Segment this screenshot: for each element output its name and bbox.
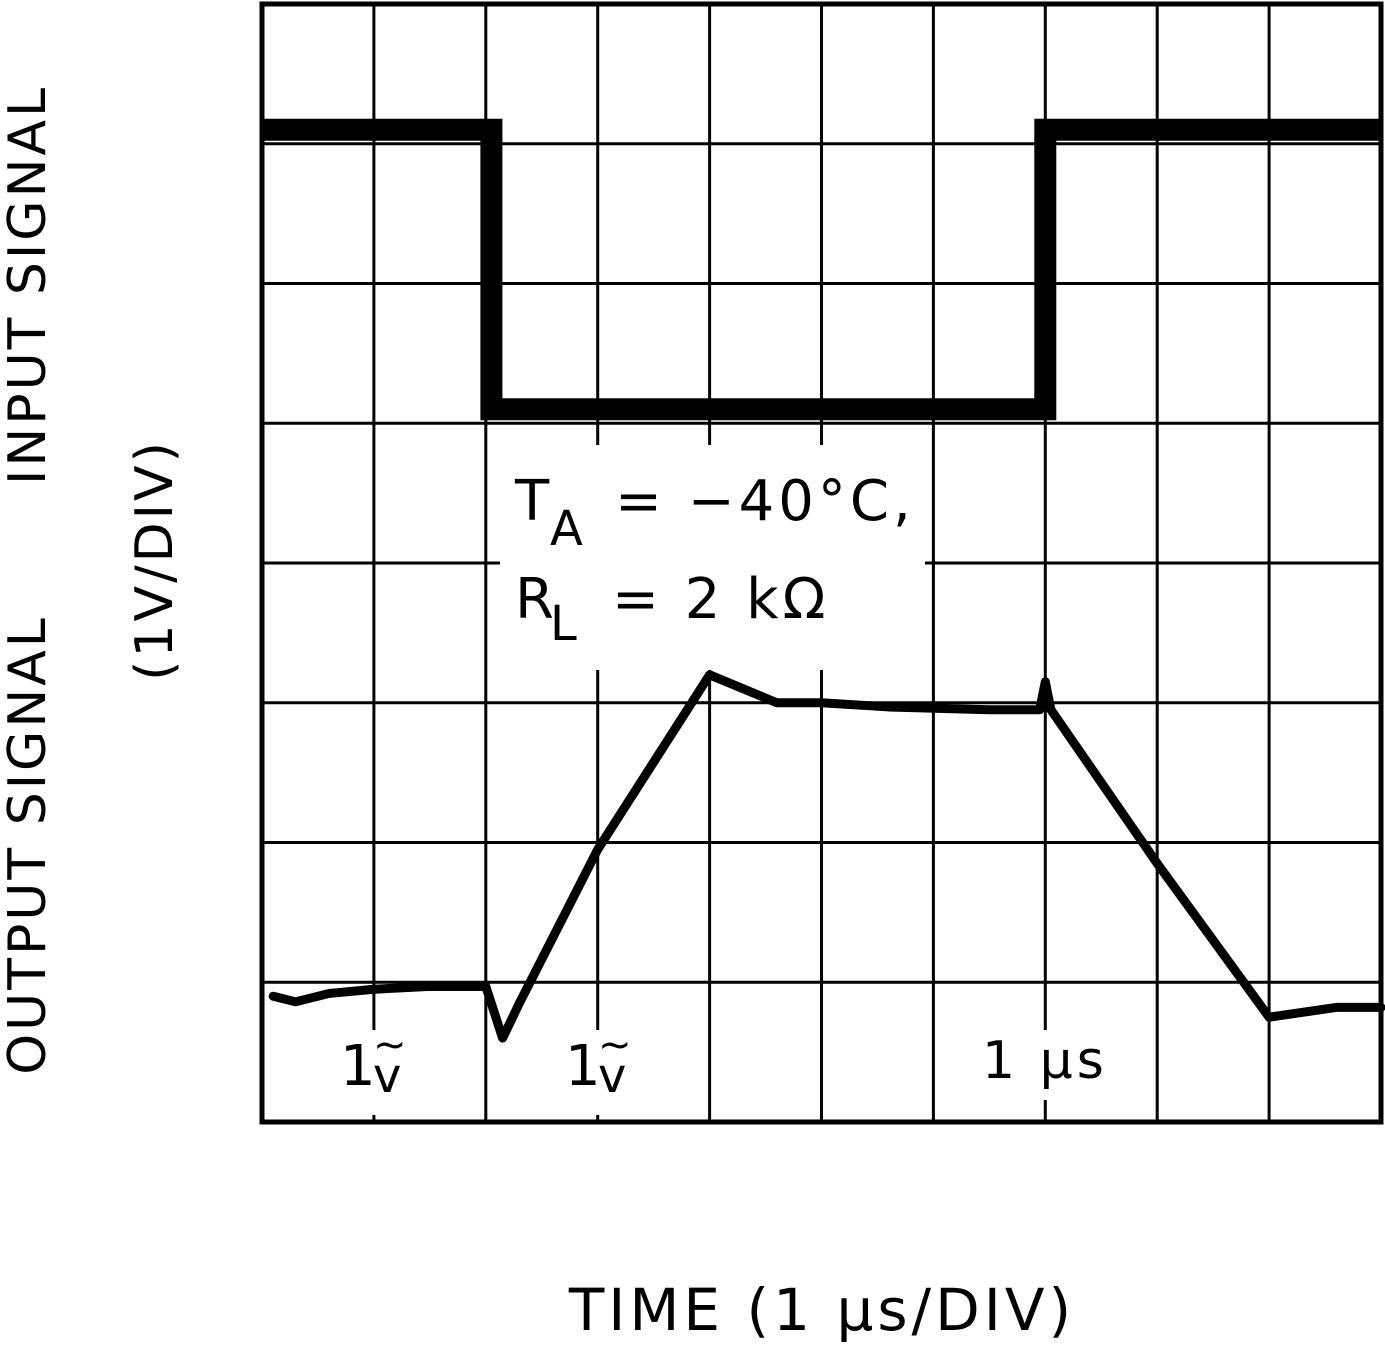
scale-label-output-unit: v: [598, 1048, 626, 1104]
rl-value: = 2 kΩ: [612, 567, 829, 632]
scale-label-output-tilde: ~: [598, 1022, 632, 1068]
y-axis-label-input: INPUT SIGNAL: [0, 85, 58, 485]
x-axis-label: TIME (1 μs/DIV): [568, 1276, 1075, 1344]
scale-label-output-digit: 1: [565, 1034, 601, 1099]
output-signal-trace: [268, 670, 1385, 1043]
ta-value: = −40°C,: [615, 469, 915, 534]
scale-label-input: 1 ~ v: [330, 1022, 420, 1115]
input-signal-trace: [262, 118, 1381, 421]
scale-label-input-tilde: ~: [373, 1022, 407, 1068]
scale-label-time: 1 μs: [970, 1030, 1120, 1100]
annotation-background: [500, 445, 925, 670]
scale-label-output: 1 ~ v: [555, 1022, 645, 1115]
scale-label-input-digit: 1: [340, 1034, 376, 1099]
rl-symbol: R: [515, 567, 554, 632]
series-layer: [262, 118, 1385, 1043]
ta-subscript: A: [550, 501, 583, 557]
plot-frame: [259, 1, 1384, 1125]
scale-label-input-unit: v: [373, 1048, 401, 1104]
ta-symbol: T: [514, 469, 550, 534]
rl-subscript: L: [550, 596, 577, 652]
y-axis-scale: (1V/DIV): [125, 439, 185, 681]
y-axis-label-output: OUTPUT SIGNAL: [0, 615, 58, 1075]
scale-label-time-text: 1 μs: [982, 1031, 1108, 1091]
